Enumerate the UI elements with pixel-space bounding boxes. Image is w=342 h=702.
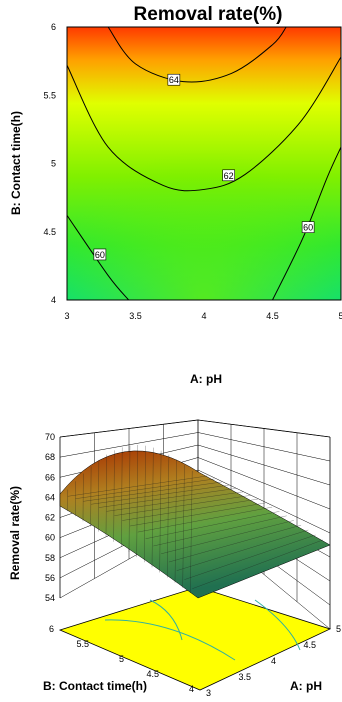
contour-label-64: 64 xyxy=(168,74,180,85)
surface-y-tick-label: 4.5 xyxy=(146,669,159,679)
x-tick-labels: 3 3.5 4 4.5 5 xyxy=(64,311,342,321)
z-tick-label: 64 xyxy=(45,492,55,502)
z-tick-label: 60 xyxy=(45,533,55,543)
surface-y-tick-label: 6 xyxy=(49,624,54,634)
svg-text:64: 64 xyxy=(169,75,179,85)
contour-x-axis-label: A: pH xyxy=(190,372,222,386)
contour-label-62: 62 xyxy=(223,170,235,181)
contour-plot: 64 62 60 60 3 3.5 4 4.5 5 4 4.5 5 5.5 6 Removal rat… xyxy=(9,4,342,386)
y-tick-labels: 4 4.5 5 5.5 6 xyxy=(43,22,56,305)
surface-x-tick-label: 3.5 xyxy=(239,672,252,682)
surface-y-tick-label: 5 xyxy=(119,654,124,664)
svg-text:62: 62 xyxy=(224,171,234,181)
z-tick-label: 62 xyxy=(45,513,55,523)
y-tick-label: 4.5 xyxy=(43,227,56,237)
x-tick-label: 4 xyxy=(201,311,206,321)
contour-label-60: 60 xyxy=(94,249,106,260)
x-tick-label: 3.5 xyxy=(129,311,142,321)
surface-plot: 54 56 58 60 62 64 66 68 70 6 5.5 5 4.5 4 3 3.5 4 4.5 5 R… xyxy=(8,420,341,698)
x-tick-label: 5 xyxy=(338,311,342,321)
y-tick-label: 5 xyxy=(51,159,56,169)
y-tick-label: 4 xyxy=(51,295,56,305)
x-tick-label: 3 xyxy=(64,311,69,321)
contour-label-60: 60 xyxy=(302,222,314,233)
y-tick-label: 6 xyxy=(51,22,56,32)
y-tick-label: 5.5 xyxy=(43,90,56,100)
surface-x-axis-label: A: pH xyxy=(290,679,322,693)
contour-center-glow xyxy=(67,27,341,300)
surface-y-tick-label: 4 xyxy=(189,684,194,694)
z-tick-label: 54 xyxy=(45,593,55,603)
z-tick-labels: 54 56 58 60 62 64 66 68 70 xyxy=(45,432,55,603)
surface-y-tick-label: 5.5 xyxy=(76,639,89,649)
z-tick-label: 68 xyxy=(45,452,55,462)
z-tick-label: 58 xyxy=(45,553,55,563)
surface-y-axis-label: B: Contact time(h) xyxy=(43,679,147,693)
svg-text:60: 60 xyxy=(303,223,313,233)
z-tick-label: 56 xyxy=(45,573,55,583)
surface-x-tick-label: 5 xyxy=(336,624,341,634)
surface-x-tick-label: 4 xyxy=(271,656,276,666)
surface-x-tick-label: 3 xyxy=(206,688,211,698)
z-tick-label: 66 xyxy=(45,472,55,482)
surface-x-tick-label: 4.5 xyxy=(304,640,317,650)
contour-y-axis-label: B: Contact time(h) xyxy=(9,111,23,215)
x-tick-label: 4.5 xyxy=(266,311,279,321)
surface-z-axis-label: Removal rate(%) xyxy=(8,486,22,580)
z-tick-label: 70 xyxy=(45,432,55,442)
contour-title: Removal rate(%) xyxy=(134,4,283,25)
svg-text:60: 60 xyxy=(95,250,105,260)
